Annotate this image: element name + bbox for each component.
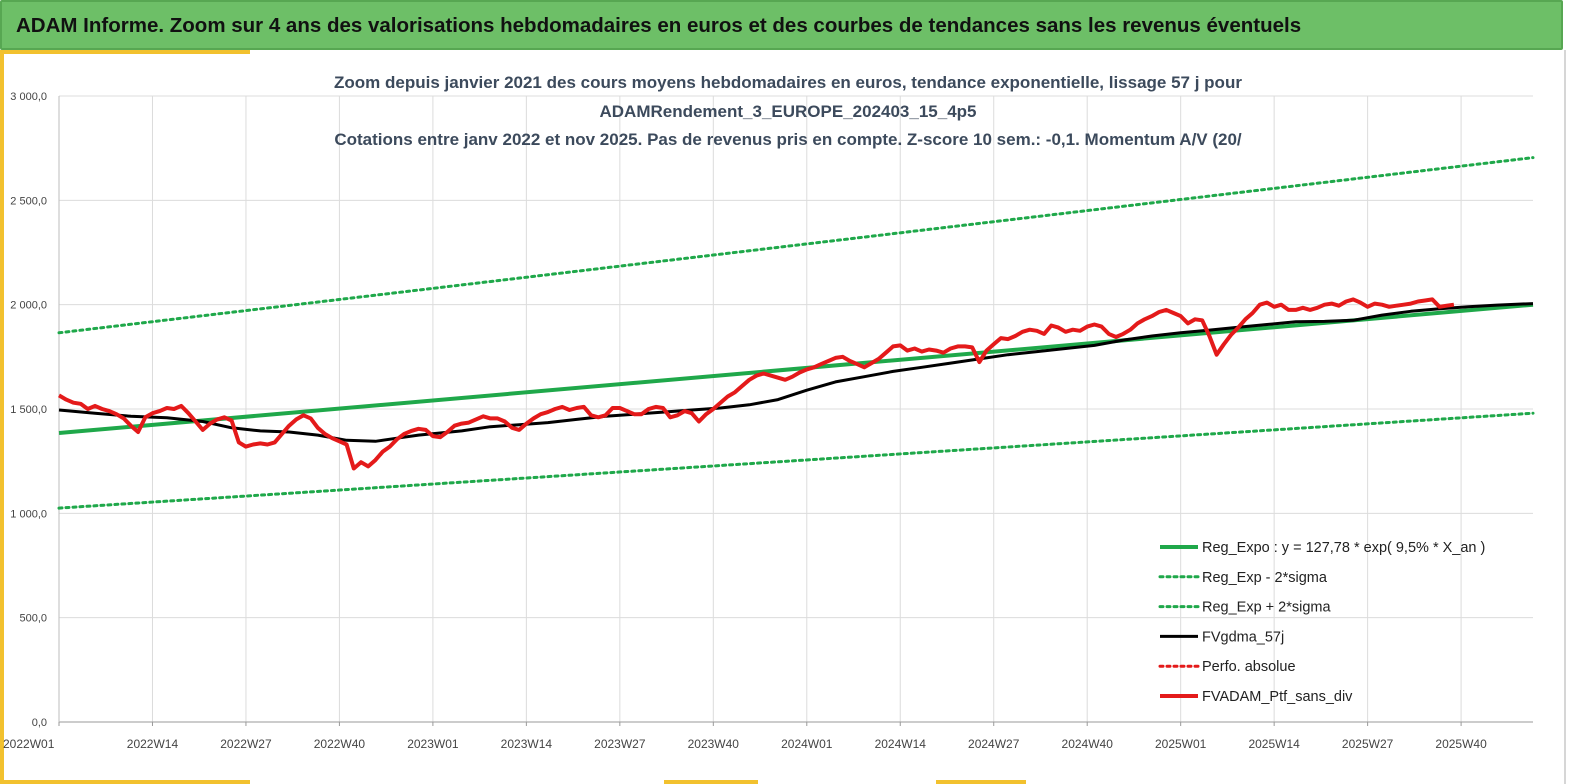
legend-label: FVADAM_Ptf_sans_div [1202, 689, 1353, 705]
chart-title-line-1: Zoom depuis janvier 2021 des cours moyen… [334, 73, 1242, 92]
x-tick-label: 2022W27 [220, 737, 272, 751]
chart-title-block: Zoom depuis janvier 2021 des cours moyen… [334, 73, 1242, 149]
x-tick-label: 2024W01 [781, 737, 833, 751]
frame-border [1564, 50, 1566, 784]
series-line-reg-exp-2-sigma [57, 411, 1535, 510]
chart-gridlines [58, 95, 1533, 723]
chart-series [57, 156, 1535, 510]
y-tick-label: 500,0 [19, 613, 47, 625]
legend-label: Perfo. absolue [1202, 659, 1296, 675]
legend-label: Reg_Expo : y = 127,78 * exp( 9,5% * X_an… [1202, 540, 1485, 556]
chart-axes: 0,0 500,0 1 000,0 1 500,0 2 000,0 2 500,0 3 00… [3, 91, 1533, 751]
frame-accent [0, 780, 250, 784]
legend-label: Reg_Exp - 2*sigma [1202, 570, 1328, 586]
series-line-reg-exp-2-sigma [57, 156, 1535, 335]
frame-accent [4, 50, 250, 54]
x-tick-label: 2025W27 [1342, 737, 1394, 751]
x-tick-label: 2025W40 [1435, 737, 1487, 751]
x-tick-label: 2024W14 [875, 737, 927, 751]
chart-legend: Reg_Expo : y = 127,78 * exp( 9,5% * X_an… [1158, 540, 1485, 705]
legend-label: FVgdma_57j [1202, 629, 1284, 645]
y-tick-label: 2 000,0 [10, 300, 47, 312]
y-tick-label: 1 000,0 [10, 508, 47, 520]
x-tick-label: 2023W01 [407, 737, 459, 751]
legend-label: Reg_Exp + 2*sigma [1202, 600, 1331, 616]
series-line-reg-expo-y-127-78-exp-9-5-x-an [58, 302, 1534, 435]
x-tick-label: 2024W27 [968, 737, 1020, 751]
y-tick-label: 2 500,0 [10, 195, 47, 207]
x-tick-label: 2024W40 [1062, 737, 1114, 751]
series-line-fvadam-ptf-sans-div [57, 297, 1455, 471]
y-tick-label: 0,0 [32, 717, 47, 729]
x-tick-label: 2023W14 [501, 737, 553, 751]
report-header-bar: ADAM Informe. Zoom sur 4 ans des valoris… [0, 0, 1563, 50]
y-tick-label: 1 500,0 [10, 404, 47, 416]
x-tick-label: 2022W14 [127, 737, 179, 751]
x-tick-label: 2023W27 [594, 737, 646, 751]
frame-accent [664, 780, 758, 784]
frame-accent [0, 50, 4, 784]
x-tick-label: 2022W40 [314, 737, 366, 751]
x-tick-label: 2025W01 [1155, 737, 1207, 751]
chart-title-line-2: ADAMRendement_3_EUROPE_202403_15_4p5 [599, 102, 976, 121]
chart-title-line-3: Cotations entre janv 2022 et nov 2025. P… [334, 130, 1242, 149]
x-tick-label: 2023W40 [688, 737, 740, 751]
x-tick-label: 2022W01 [3, 737, 55, 751]
y-tick-label: 3 000,0 [10, 91, 47, 103]
report-title: ADAM Informe. Zoom sur 4 ans des valoris… [16, 14, 1302, 37]
x-tick-label: 2025W14 [1248, 737, 1300, 751]
frame-accent [936, 780, 1026, 784]
